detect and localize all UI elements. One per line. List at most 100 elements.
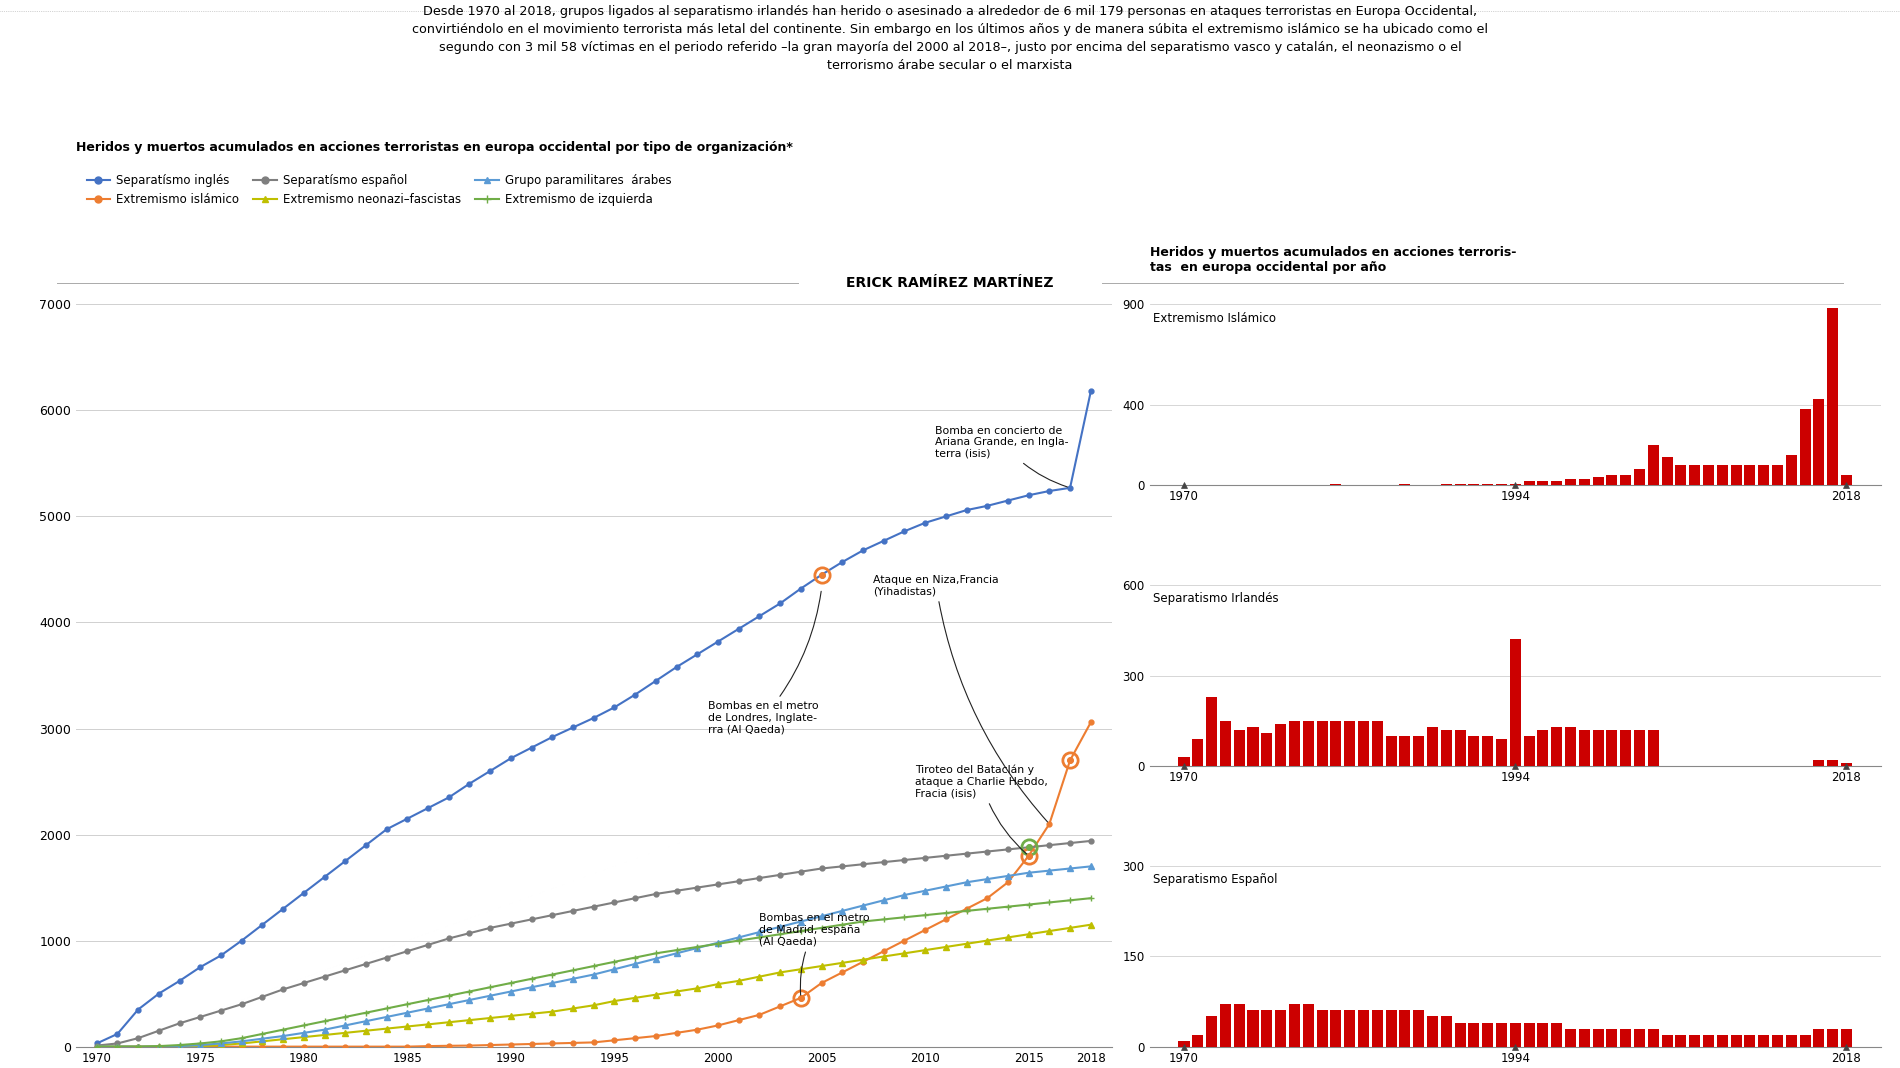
Bar (1288, 1004, 1300, 1047)
Bar (1398, 736, 1410, 766)
Bar (1606, 1028, 1617, 1047)
Bar (1455, 1022, 1465, 1047)
Bar (1550, 482, 1562, 486)
Bar (1634, 469, 1645, 486)
Bar (1220, 1004, 1231, 1047)
Bar (1317, 721, 1328, 766)
Bar (1828, 309, 1837, 486)
Bar (1414, 1010, 1425, 1047)
Bar (1592, 729, 1604, 766)
Bar (1358, 721, 1368, 766)
Bar (1262, 733, 1273, 766)
Bar (1455, 729, 1465, 766)
Bar (1606, 729, 1617, 766)
Bar (1178, 1040, 1189, 1047)
Bar (1206, 1017, 1218, 1047)
Text: Heridos y muertos acumulados en acciones terroris-
tas  en europa occidental por: Heridos y muertos acumulados en acciones… (1150, 247, 1516, 274)
Bar (1469, 736, 1480, 766)
Bar (1621, 729, 1632, 766)
Bar (1510, 1022, 1520, 1047)
Text: Ataque en Niza,Francia
(Yihadistas): Ataque en Niza,Francia (Yihadistas) (874, 575, 1047, 822)
Bar (1275, 724, 1286, 766)
Bar (1799, 409, 1811, 486)
Bar (1248, 1010, 1258, 1047)
Bar (1579, 1028, 1590, 1047)
Bar (1495, 739, 1507, 766)
Bar (1634, 1028, 1645, 1047)
Bar (1537, 1022, 1548, 1047)
Bar (1193, 739, 1203, 766)
Bar (1440, 1017, 1452, 1047)
Bar (1566, 727, 1575, 766)
Bar (1634, 729, 1645, 766)
Bar (1813, 399, 1824, 486)
Bar (1566, 1028, 1575, 1047)
Text: Tiroteo del Bataclán y
ataque a Charlie Hebdo,
Fracia (isis): Tiroteo del Bataclán y ataque a Charlie … (914, 765, 1047, 854)
Bar (1524, 482, 1535, 486)
Bar (1385, 1010, 1396, 1047)
Bar (1689, 466, 1701, 486)
Bar (1440, 729, 1452, 766)
Bar (1537, 729, 1548, 766)
Bar (1317, 1010, 1328, 1047)
Bar (1813, 760, 1824, 766)
Bar (1702, 466, 1714, 486)
Bar (1621, 1028, 1632, 1047)
Text: Desde 1970 al 2018, grupos ligados al separatismo irlandés han herido o asesinad: Desde 1970 al 2018, grupos ligados al se… (412, 5, 1488, 73)
Bar (1343, 721, 1355, 766)
Bar (1495, 1022, 1507, 1047)
Text: Separatismo Irlandés: Separatismo Irlandés (1153, 593, 1279, 606)
Bar (1233, 729, 1245, 766)
Bar (1661, 1035, 1672, 1047)
Bar (1647, 729, 1659, 766)
Bar (1537, 482, 1548, 486)
Bar (1676, 466, 1687, 486)
Bar (1647, 1028, 1659, 1047)
Text: Bomba en concierto de
Ariana Grande, en Ingla-
terra (isis): Bomba en concierto de Ariana Grande, en … (935, 426, 1070, 487)
Bar (1275, 1010, 1286, 1047)
Bar (1248, 727, 1258, 766)
Text: Extremismo Islámico: Extremismo Islámico (1153, 312, 1277, 325)
Bar (1193, 1035, 1203, 1047)
Bar (1828, 1028, 1837, 1047)
Text: Heridos y muertos acumulados en acciones terroristas en europa occidental por ti: Heridos y muertos acumulados en acciones… (76, 141, 792, 154)
Bar (1718, 466, 1727, 486)
Bar (1262, 1010, 1273, 1047)
Bar (1702, 1035, 1714, 1047)
Bar (1828, 760, 1837, 766)
Bar (1414, 736, 1425, 766)
Bar (1303, 1004, 1313, 1047)
Bar (1799, 1035, 1811, 1047)
Bar (1220, 721, 1231, 766)
Bar (1330, 1010, 1341, 1047)
Bar (1524, 736, 1535, 766)
Bar (1718, 1035, 1727, 1047)
Bar (1343, 1010, 1355, 1047)
Bar (1689, 1035, 1701, 1047)
Bar (1786, 455, 1797, 486)
Bar (1773, 1035, 1782, 1047)
Bar (1758, 1035, 1769, 1047)
Bar (1233, 1004, 1245, 1047)
Text: ERICK RAMÍREZ MARTÍNEZ: ERICK RAMÍREZ MARTÍNEZ (846, 276, 1054, 290)
Bar (1178, 757, 1189, 766)
Bar (1566, 480, 1575, 486)
Bar (1592, 477, 1604, 486)
Bar (1841, 475, 1852, 486)
Bar (1385, 736, 1396, 766)
Bar (1372, 721, 1383, 766)
Bar (1398, 1010, 1410, 1047)
Bar (1482, 736, 1493, 766)
Legend: Separatísmo inglés, Extremismo islámico, Separatísmo español, Extremismo neonazi: Separatísmo inglés, Extremismo islámico,… (82, 169, 676, 210)
Bar (1592, 1028, 1604, 1047)
Bar (1661, 457, 1672, 486)
Bar (1841, 763, 1852, 766)
Bar (1303, 721, 1313, 766)
Bar (1841, 1028, 1852, 1047)
Bar (1524, 1022, 1535, 1047)
Bar (1372, 1010, 1383, 1047)
Bar (1427, 727, 1438, 766)
Bar (1358, 1010, 1368, 1047)
Bar (1786, 1035, 1797, 1047)
Text: Bombas en el metro
de Londres, Inglate-
rra (Al Qaeda): Bombas en el metro de Londres, Inglate- … (707, 592, 821, 735)
